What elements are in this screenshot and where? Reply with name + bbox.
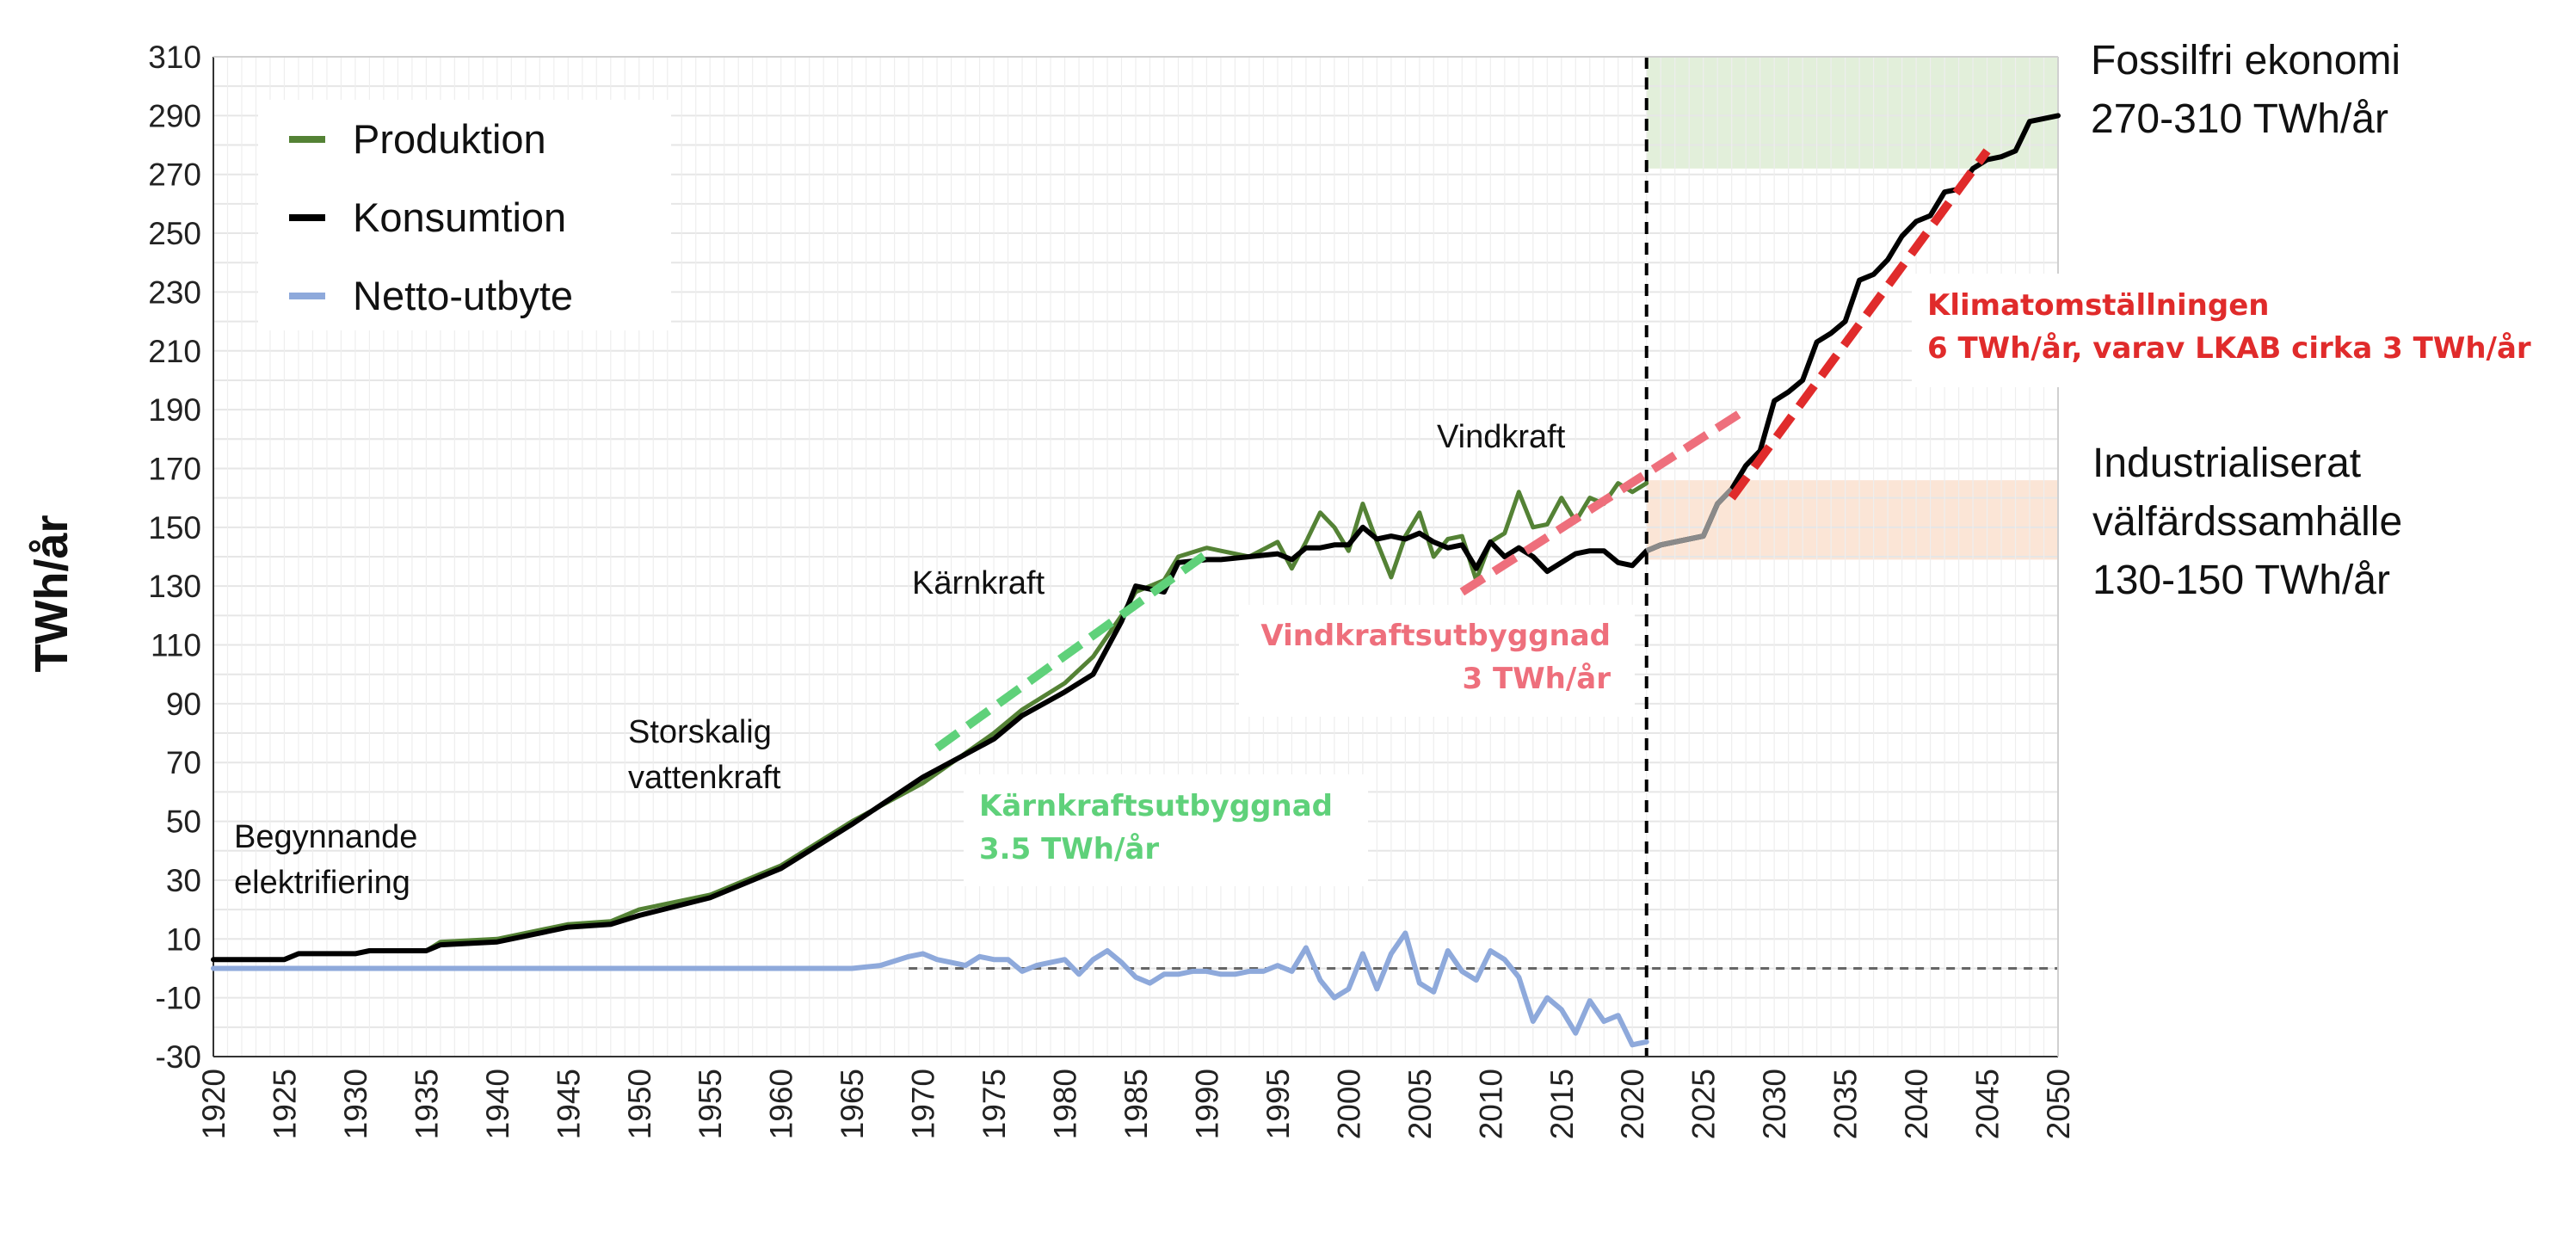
x-tick-label: 1995 xyxy=(1260,1069,1296,1139)
legend-label-konsumtion: Konsumtion xyxy=(353,194,566,240)
annotation-karnkraftsutbyggnad-2: 3.5 TWh/år xyxy=(979,832,1159,866)
y-tick-label: 310 xyxy=(148,40,201,75)
y-tick-label: 10 xyxy=(166,922,201,957)
y-tick-label: -10 xyxy=(156,981,201,1016)
x-tick-label: 1950 xyxy=(622,1069,657,1139)
x-tick-label: 2025 xyxy=(1686,1069,1722,1139)
annotation-begynnande-1: Begynnande xyxy=(234,819,417,855)
y-tick-label: 170 xyxy=(148,451,201,486)
series-netto-utbyte xyxy=(211,930,1649,1048)
x-tick-labels: 1920 1925 1930 1935 1940 1945 1950 1955 1960 1965… xyxy=(196,1069,2076,1139)
trend-karnkraft xyxy=(934,550,1210,752)
vindkraft-label-bg xyxy=(1239,605,1635,717)
x-tick-label: 2030 xyxy=(1757,1069,1792,1139)
y-tick-label: 190 xyxy=(148,392,201,428)
annotation-vindkraftsutbyggnad-2: 3 TWh/år xyxy=(1462,662,1611,696)
zone-fossilfri-range: 270-310 TWh/år xyxy=(2091,96,2388,142)
trend-klimat xyxy=(1728,148,1991,501)
karnkraft-label-bg xyxy=(964,774,1368,886)
shaded-bands xyxy=(1646,57,2058,560)
series-konsumtion xyxy=(211,524,1649,963)
y-tick-label: 230 xyxy=(148,274,201,310)
zone-industri-1: Industrialiserat xyxy=(2092,441,2361,486)
y-tick-label: 270 xyxy=(148,157,201,193)
trend-lines xyxy=(934,148,1991,752)
annotation-storskalig-1: Storskalig xyxy=(628,714,772,750)
legend-label-produktion: Produktion xyxy=(353,116,546,162)
x-tick-label: 2010 xyxy=(1473,1069,1508,1139)
x-tick-label: 1975 xyxy=(977,1069,1012,1139)
x-tick-label: 1960 xyxy=(764,1069,799,1139)
x-tick-label: 2050 xyxy=(2041,1069,2076,1139)
annotation-klimat-1: Klimatomställningen xyxy=(1927,288,2269,323)
x-tick-label: 1980 xyxy=(1048,1069,1083,1139)
y-tick-label: 210 xyxy=(148,334,201,369)
series-produktion xyxy=(211,481,1649,962)
x-tick-label: 1985 xyxy=(1119,1069,1154,1139)
x-tick-label: 2015 xyxy=(1544,1069,1580,1139)
x-tick-label: 1990 xyxy=(1189,1069,1224,1139)
annotation-vindkraft: Vindkraft xyxy=(1437,419,1566,455)
annotation-klimat-2: 6 TWh/år, varav LKAB cirka 3 TWh/år xyxy=(1927,331,2531,366)
klimat-label-bg xyxy=(1912,274,2548,387)
annotation-karnkraft: Kärnkraft xyxy=(912,565,1045,601)
series-prognos-transition xyxy=(1645,487,1734,553)
x-tick-label: 1955 xyxy=(693,1069,728,1139)
y-tick-label: 30 xyxy=(166,863,201,898)
x-tick-label: 2045 xyxy=(1970,1069,2006,1139)
shaded-band-1 xyxy=(1646,480,2058,560)
annotation-storskalig-2: vattenkraft xyxy=(628,760,781,796)
y-tick-label: 70 xyxy=(166,745,201,780)
x-tick-label: 2040 xyxy=(1899,1069,1934,1139)
zone-industri-range: 130-150 TWh/år xyxy=(2092,558,2390,603)
y-tick-label: 50 xyxy=(166,804,201,840)
legend-label-netto-utbyte: Netto-utbyte xyxy=(353,273,573,318)
x-tick-label: 1965 xyxy=(835,1069,870,1139)
annotation-begynnande-2: elektrifiering xyxy=(234,865,410,901)
x-tick-label: 2035 xyxy=(1828,1069,1864,1139)
x-tick-label: 2000 xyxy=(1331,1069,1366,1139)
grid xyxy=(213,56,2059,1057)
legend: Produktion Konsumtion Netto-utbyte xyxy=(258,100,671,330)
x-tick-label: 1920 xyxy=(196,1069,231,1139)
y-tick-label: 90 xyxy=(166,687,201,722)
x-tick-label: 1970 xyxy=(906,1069,941,1139)
zone-industri-2: välfärdssamhälle xyxy=(2092,499,2402,545)
shaded-band-0 xyxy=(1646,57,2058,169)
y-tick-label: 150 xyxy=(148,510,201,546)
x-tick-label: 1930 xyxy=(338,1069,373,1139)
y-tick-label: 250 xyxy=(148,216,201,251)
x-tick-label: 2020 xyxy=(1615,1069,1650,1139)
axes xyxy=(213,56,2059,1057)
annotation-karnkraftsutbyggnad-1: Kärnkraftsutbyggnad xyxy=(979,789,1333,823)
y-axis-label: TWh/år xyxy=(26,515,77,673)
trend-vindkraft xyxy=(1459,405,1748,596)
x-tick-label: 2005 xyxy=(1402,1069,1438,1139)
legend-background xyxy=(258,100,671,330)
x-tick-label: 1935 xyxy=(409,1069,444,1139)
x-tick-label: 1925 xyxy=(267,1069,302,1139)
y-tick-label: -30 xyxy=(156,1039,201,1075)
x-tick-label: 1940 xyxy=(480,1069,515,1139)
y-tick-label: 130 xyxy=(148,569,201,604)
y-tick-label: 110 xyxy=(151,628,201,663)
annotations: Begynnande elektrifiering Storskalig vat… xyxy=(234,38,2548,901)
x-tick-label: 1945 xyxy=(551,1069,586,1139)
annotation-vindkraftsutbyggnad-1: Vindkraftsutbyggnad xyxy=(1260,619,1611,653)
zone-fossilfri-title: Fossilfri ekonomi xyxy=(2091,38,2400,83)
y-tick-labels: 310 290 270 250 230 210 190 170 150 130 110 90 70 50 3… xyxy=(148,40,201,1075)
y-tick-label: 290 xyxy=(148,98,201,133)
